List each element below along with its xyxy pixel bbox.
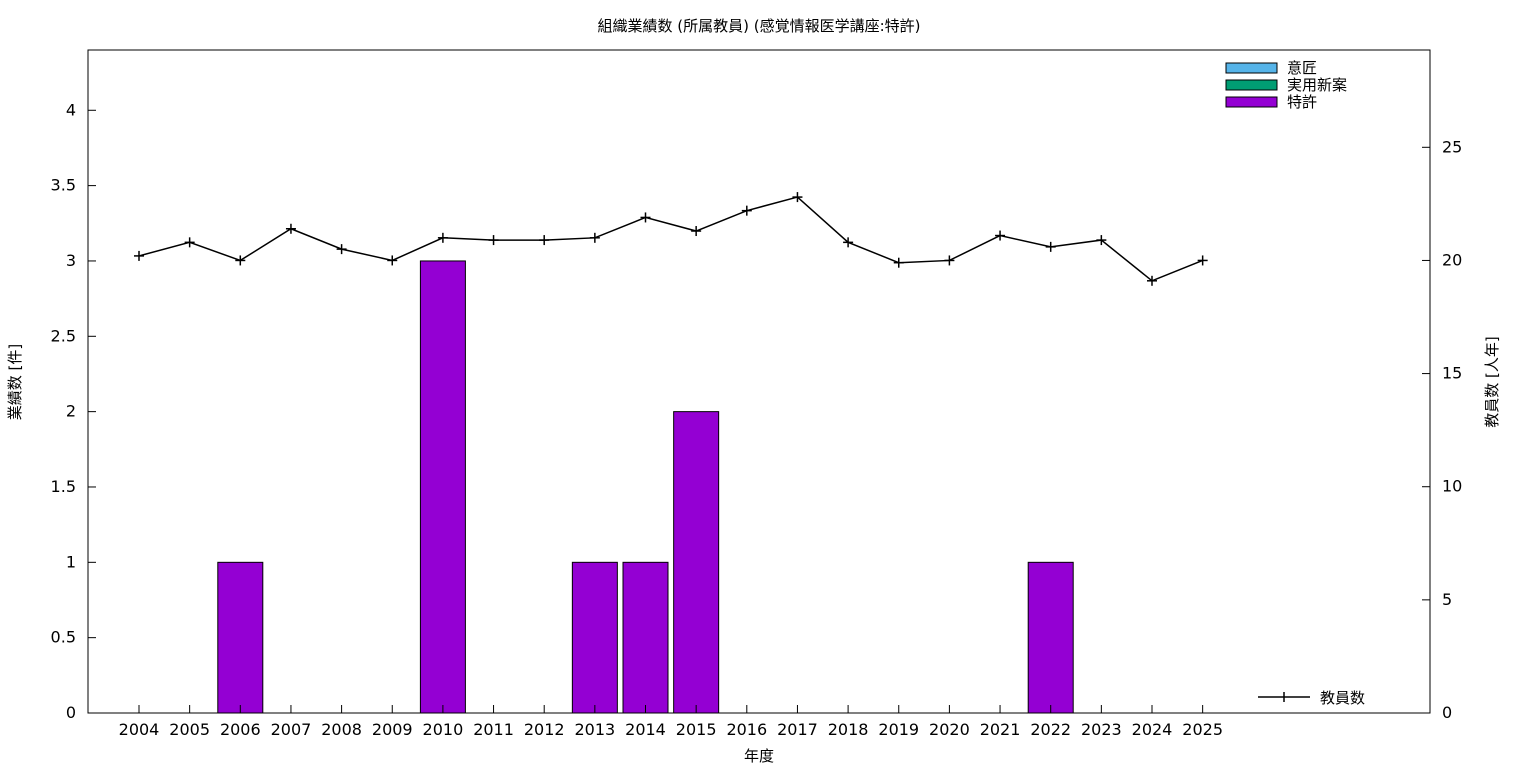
x-tick-label: 2015 xyxy=(676,720,717,739)
y-tick-label: 1.5 xyxy=(51,477,76,496)
bars-layer xyxy=(217,260,1074,714)
bar xyxy=(622,561,669,714)
x-tick-label: 2011 xyxy=(473,720,514,739)
legend-swatch xyxy=(1225,79,1278,91)
plot-frame xyxy=(87,49,1431,714)
line-layer xyxy=(134,192,1208,286)
x-tick-label: 2007 xyxy=(271,720,312,739)
line-legend: 教員数 xyxy=(1258,689,1365,707)
x-axis-label: 年度 xyxy=(744,747,774,765)
line-point xyxy=(285,223,296,234)
y-axis: 0 0.5 1 1.5 2 2.5 3 3.5 4 xyxy=(51,100,96,722)
line-legend-label: 教員数 xyxy=(1320,689,1365,707)
y-tick-label: 4 xyxy=(66,100,76,119)
x-tick-label: 2019 xyxy=(878,720,919,739)
x-tick-label: 2004 xyxy=(119,720,160,739)
line-point xyxy=(691,226,702,237)
line-point xyxy=(893,257,904,268)
x-tick-label: 2025 xyxy=(1182,720,1223,739)
y-tick-label: 2 xyxy=(66,402,76,421)
line-point xyxy=(1096,235,1107,246)
chart-title: 組織業績数 (所属教員) (感覚情報医学講座:特許) xyxy=(597,17,920,35)
line-point xyxy=(640,212,651,223)
x-tick-label: 2012 xyxy=(524,720,565,739)
y-tick-label: 3 xyxy=(66,251,76,270)
y2-axis: 0 5 10 15 20 25 xyxy=(1422,137,1462,722)
line-point xyxy=(843,237,854,248)
legend-swatch xyxy=(1225,96,1278,108)
x-tick-label: 2023 xyxy=(1081,720,1122,739)
y-tick-label: 3.5 xyxy=(51,176,76,195)
bar xyxy=(419,260,466,714)
y2-tick-label: 15 xyxy=(1442,364,1462,383)
line-point xyxy=(437,232,448,243)
line-point xyxy=(134,250,144,261)
x-tick-label: 2020 xyxy=(929,720,970,739)
y2-tick-label: 20 xyxy=(1442,250,1462,269)
line-point xyxy=(741,205,752,216)
legend-label: 実用新案 xyxy=(1287,76,1347,94)
y-tick-label: 0 xyxy=(66,703,76,722)
bar xyxy=(673,411,720,714)
x-tick-label: 2024 xyxy=(1132,720,1173,739)
y2-tick-label: 10 xyxy=(1442,477,1462,496)
y-tick-label: 0.5 xyxy=(51,628,76,647)
legend-label: 意匠 xyxy=(1287,59,1317,77)
x-tick-label: 2005 xyxy=(169,720,210,739)
x-tick-label: 2006 xyxy=(220,720,261,739)
x-tick-label: 2018 xyxy=(828,720,869,739)
x-tick-label: 2009 xyxy=(372,720,413,739)
line-point xyxy=(944,255,955,266)
x-tick-label: 2017 xyxy=(777,720,818,739)
line-point xyxy=(488,235,499,246)
line-point xyxy=(539,235,550,246)
x-tick-label: 2014 xyxy=(625,720,666,739)
x-tick-label: 2016 xyxy=(726,720,767,739)
x-tick-label: 2013 xyxy=(574,720,615,739)
line-point xyxy=(387,255,398,266)
line-point xyxy=(1147,275,1157,286)
line-point xyxy=(1197,255,1208,266)
x-axis: 2004 2005 2006 2007 2008 2009 2010 2011 2012 2013… xyxy=(119,705,1223,739)
line-point xyxy=(792,192,803,203)
x-tick-label: 2008 xyxy=(321,720,362,739)
line-series xyxy=(138,196,1203,282)
x-tick-label: 2021 xyxy=(980,720,1021,739)
line-point xyxy=(589,232,600,243)
line-point xyxy=(235,255,246,266)
y2-tick-label: 5 xyxy=(1442,590,1452,609)
x-tick-label: 2010 xyxy=(423,720,464,739)
x-tick-label: 2022 xyxy=(1030,720,1071,739)
legend-swatch xyxy=(1225,62,1278,74)
y2-axis-label: 教員数 [人年] xyxy=(1483,336,1501,427)
y2-tick-label: 25 xyxy=(1442,137,1462,156)
y-axis-label: 業績数 [件] xyxy=(6,344,24,420)
bar xyxy=(1027,561,1074,714)
bar xyxy=(217,561,264,714)
legend-label: 特許 xyxy=(1287,93,1317,111)
bar xyxy=(571,561,618,714)
y-tick-label: 1 xyxy=(66,552,76,571)
line-point xyxy=(1045,241,1056,252)
line-point xyxy=(336,244,347,255)
line-point xyxy=(995,230,1006,241)
y2-tick-label: 0 xyxy=(1442,703,1452,722)
line-point xyxy=(184,237,195,248)
y-tick-label: 2.5 xyxy=(51,326,76,345)
